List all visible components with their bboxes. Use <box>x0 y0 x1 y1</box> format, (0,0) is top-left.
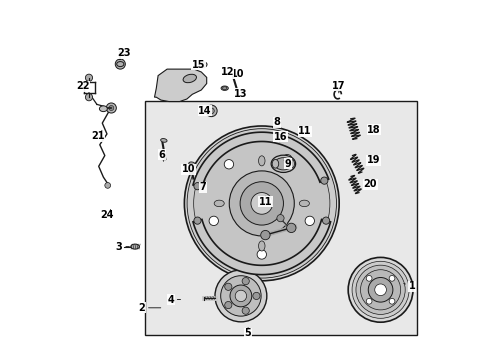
Circle shape <box>224 283 231 291</box>
Circle shape <box>220 276 261 316</box>
Circle shape <box>347 257 412 322</box>
Circle shape <box>229 285 251 307</box>
Text: 9: 9 <box>284 159 290 169</box>
Text: 16: 16 <box>273 132 286 142</box>
Ellipse shape <box>258 156 264 166</box>
Ellipse shape <box>188 162 195 166</box>
Ellipse shape <box>258 241 264 251</box>
Circle shape <box>351 261 408 318</box>
Text: 3: 3 <box>116 242 129 252</box>
Ellipse shape <box>130 244 139 249</box>
Text: 11: 11 <box>258 196 272 207</box>
Text: 11: 11 <box>298 126 311 136</box>
Text: 5: 5 <box>244 328 251 338</box>
Circle shape <box>388 298 394 304</box>
Circle shape <box>187 129 336 278</box>
Circle shape <box>282 154 291 164</box>
Circle shape <box>286 223 295 233</box>
Circle shape <box>205 105 217 117</box>
Circle shape <box>104 183 110 188</box>
Circle shape <box>193 183 201 190</box>
Text: 13: 13 <box>234 89 247 99</box>
Circle shape <box>106 103 116 113</box>
Polygon shape <box>154 69 206 102</box>
Text: 12: 12 <box>220 67 233 77</box>
Circle shape <box>184 126 339 281</box>
Ellipse shape <box>272 159 278 168</box>
Circle shape <box>193 135 329 271</box>
Ellipse shape <box>201 63 205 67</box>
Circle shape <box>355 265 405 314</box>
Ellipse shape <box>117 62 123 67</box>
Text: 19: 19 <box>366 155 379 165</box>
Circle shape <box>208 108 214 114</box>
Text: 6: 6 <box>158 150 165 161</box>
Circle shape <box>209 216 218 226</box>
Circle shape <box>85 94 92 101</box>
Circle shape <box>305 216 314 226</box>
Circle shape <box>242 307 249 314</box>
Polygon shape <box>193 132 328 187</box>
Ellipse shape <box>287 159 294 168</box>
Circle shape <box>252 292 260 300</box>
Polygon shape <box>193 220 330 275</box>
Text: 24: 24 <box>100 210 114 220</box>
Circle shape <box>367 278 392 302</box>
Ellipse shape <box>222 87 226 90</box>
Text: 4: 4 <box>167 294 180 305</box>
Text: 10: 10 <box>182 164 195 175</box>
Ellipse shape <box>99 106 107 112</box>
Circle shape <box>235 290 246 302</box>
Circle shape <box>193 217 201 224</box>
Text: 21: 21 <box>91 130 104 141</box>
Ellipse shape <box>183 74 196 83</box>
Circle shape <box>242 278 249 285</box>
Ellipse shape <box>214 200 224 207</box>
Circle shape <box>224 159 233 169</box>
Circle shape <box>276 215 284 222</box>
Text: 10: 10 <box>230 69 244 79</box>
Circle shape <box>374 284 386 296</box>
Text: 15: 15 <box>191 60 205 70</box>
Ellipse shape <box>274 158 292 170</box>
Circle shape <box>366 298 371 304</box>
Text: 20: 20 <box>363 179 376 189</box>
Ellipse shape <box>299 200 309 207</box>
Text: 14: 14 <box>198 106 211 116</box>
Circle shape <box>229 171 294 236</box>
Bar <box>145 101 416 335</box>
Circle shape <box>115 59 125 69</box>
Circle shape <box>320 177 327 184</box>
Circle shape <box>260 230 269 240</box>
Circle shape <box>108 105 114 111</box>
Text: 8: 8 <box>272 117 280 128</box>
Ellipse shape <box>161 139 167 142</box>
Text: 1: 1 <box>403 281 414 291</box>
Circle shape <box>322 217 329 224</box>
Circle shape <box>240 182 283 225</box>
Circle shape <box>224 301 231 309</box>
Circle shape <box>366 275 371 281</box>
Ellipse shape <box>221 86 228 90</box>
Text: 22: 22 <box>76 81 90 91</box>
Ellipse shape <box>270 155 295 172</box>
Circle shape <box>250 193 272 214</box>
Text: 7: 7 <box>199 180 206 192</box>
Circle shape <box>257 250 266 259</box>
Text: 17: 17 <box>331 81 345 93</box>
Ellipse shape <box>199 62 206 68</box>
Text: 18: 18 <box>366 125 380 135</box>
Circle shape <box>85 74 92 81</box>
Text: 23: 23 <box>117 48 130 59</box>
Circle shape <box>388 275 394 281</box>
Ellipse shape <box>231 73 237 77</box>
Text: 2: 2 <box>138 303 161 313</box>
Circle shape <box>360 270 400 310</box>
Circle shape <box>215 270 266 322</box>
